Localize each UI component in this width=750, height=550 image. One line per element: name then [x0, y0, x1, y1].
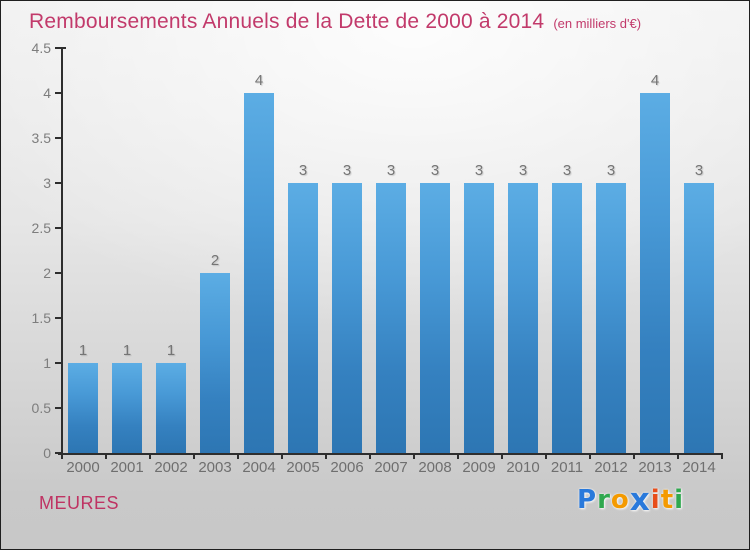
- bar-2007: [376, 183, 406, 453]
- x-axis: [58, 453, 723, 455]
- y-tick-label: 1.5: [31, 310, 51, 326]
- bar-2009: [464, 183, 494, 453]
- x-tick-label: 2009: [462, 459, 496, 476]
- chart-subtitle: (en milliers d'€): [553, 16, 642, 31]
- x-tick-label: 2007: [374, 459, 408, 476]
- logo-letter-x: x: [629, 482, 651, 518]
- bar-2003: [200, 273, 230, 453]
- bar-2004: [244, 93, 274, 453]
- x-tick-label: 2010: [506, 459, 540, 476]
- bar-2001: [112, 363, 142, 453]
- logo-letter-r: r: [597, 485, 611, 515]
- bar-2012: [596, 183, 626, 453]
- logo-letter-P: P: [577, 485, 598, 515]
- bar-value-label: 3: [474, 162, 484, 179]
- bar-value-label: 1: [122, 342, 132, 359]
- bar-2005: [288, 183, 318, 453]
- y-tick-label: 4: [43, 85, 51, 101]
- bar-value-label: 3: [606, 162, 616, 179]
- x-tick: [369, 453, 371, 459]
- y-tick: [55, 137, 61, 139]
- x-tick: [721, 453, 723, 459]
- logo-letter-o: o: [610, 485, 630, 515]
- bar-value-label: 4: [254, 72, 264, 89]
- x-tick-label: 2006: [330, 459, 364, 476]
- y-tick-label: 3.5: [31, 130, 51, 146]
- bar-value-label: 4: [650, 72, 660, 89]
- chart-header: Remboursements Annuels de la Dette de 20…: [29, 10, 641, 34]
- x-tick: [677, 453, 679, 459]
- x-tick: [237, 453, 239, 459]
- x-tick: [457, 453, 459, 459]
- commune-name: MEURES: [39, 493, 120, 513]
- x-tick: [193, 453, 195, 459]
- x-tick: [633, 453, 635, 459]
- y-tick: [55, 407, 61, 409]
- y-tick: [55, 452, 61, 454]
- x-tick: [501, 453, 503, 459]
- y-axis: [61, 48, 63, 459]
- y-tick: [55, 47, 66, 49]
- x-tick-label: 2004: [242, 459, 276, 476]
- y-tick-label: 3: [43, 175, 51, 191]
- bar-value-label: 1: [78, 342, 88, 359]
- x-tick-label: 2013: [638, 459, 672, 476]
- x-tick-label: 2008: [418, 459, 452, 476]
- x-tick: [105, 453, 107, 459]
- y-tick-label: 0.5: [31, 400, 51, 416]
- y-tick-label: 2.5: [31, 220, 51, 236]
- y-tick: [55, 272, 61, 274]
- x-tick: [589, 453, 591, 459]
- bar-value-label: 3: [694, 162, 704, 179]
- x-tick-label: 2000: [66, 459, 100, 476]
- bar-2008: [420, 183, 450, 453]
- bar-2013: [640, 93, 670, 453]
- x-tick-label: 2011: [550, 459, 584, 476]
- y-tick: [55, 227, 61, 229]
- x-tick: [413, 453, 415, 459]
- y-tick: [55, 182, 61, 184]
- y-tick-label: 4.5: [31, 40, 51, 56]
- x-tick: [281, 453, 283, 459]
- bar-2002: [156, 363, 186, 453]
- y-tick-label: 1: [43, 355, 51, 371]
- x-tick-label: 2002: [154, 459, 188, 476]
- y-tick: [55, 362, 61, 364]
- x-tick-label: 2014: [682, 459, 716, 476]
- bar-value-label: 3: [518, 162, 528, 179]
- y-tick: [55, 92, 61, 94]
- bar-2000: [68, 363, 98, 453]
- bar-value-label: 3: [562, 162, 572, 179]
- bar-2006: [332, 183, 362, 453]
- x-tick-label: 2012: [594, 459, 628, 476]
- bar-value-label: 3: [430, 162, 440, 179]
- logo-letter-i: i: [674, 485, 685, 515]
- logo-letter-t: t: [660, 485, 675, 515]
- bar-2014: [684, 183, 714, 453]
- bar-2011: [552, 183, 582, 453]
- x-tick: [325, 453, 327, 459]
- x-tick: [149, 453, 151, 459]
- x-tick-label: 2001: [110, 459, 144, 476]
- bar-value-label: 2: [210, 252, 220, 269]
- y-tick-label: 2: [43, 265, 51, 281]
- x-tick-label: 2005: [286, 459, 320, 476]
- x-tick: [545, 453, 547, 459]
- bar-value-label: 3: [298, 162, 308, 179]
- y-tick-label: 0: [43, 445, 51, 461]
- chart-title: Remboursements Annuels de la Dette de 20…: [29, 10, 545, 33]
- bar-value-label: 3: [342, 162, 352, 179]
- x-tick-label: 2003: [198, 459, 232, 476]
- proxiti-logo: Proxiti: [577, 482, 685, 518]
- bar-2010: [508, 183, 538, 453]
- logo-letter-i: i: [650, 485, 661, 515]
- bar-value-label: 3: [386, 162, 396, 179]
- y-tick: [55, 317, 61, 319]
- bar-value-label: 1: [166, 342, 176, 359]
